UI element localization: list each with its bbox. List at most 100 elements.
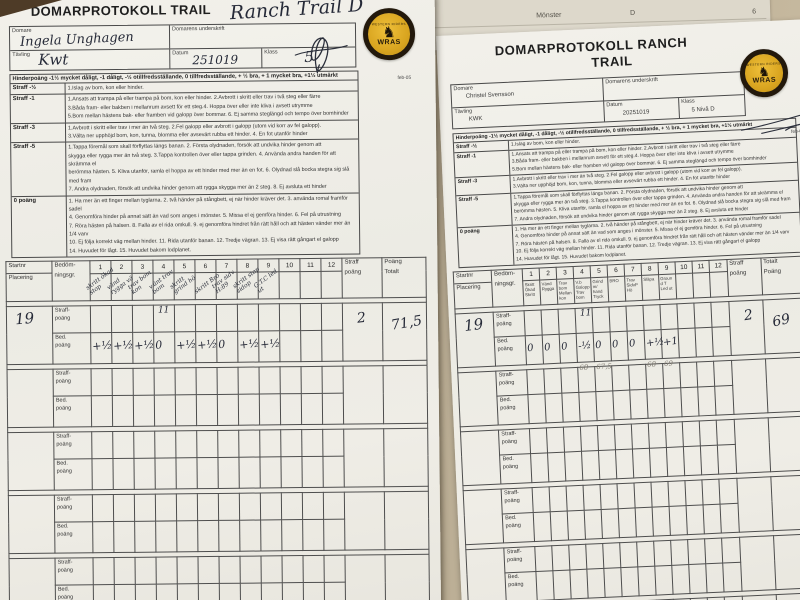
signature-label: Domarens underskrift <box>605 76 658 85</box>
bed-score-cell: 0 <box>525 334 544 365</box>
total-value: 69 <box>770 311 792 331</box>
straff-score-cell <box>322 429 344 457</box>
rule-row-label: Straff -1 <box>10 94 66 123</box>
row-label-line: poäng <box>55 405 72 413</box>
straff-score-cell <box>628 364 647 390</box>
bed-value: 0 <box>628 337 637 350</box>
straff-score-cell <box>626 305 645 332</box>
wras-wordmark: WRAS <box>752 76 777 85</box>
obstacle-number: 11 <box>299 258 322 272</box>
bed-score-cell: 0 67,5 <box>593 331 612 371</box>
bed-score-cell <box>279 330 301 362</box>
obstacle-label: Släpa <box>643 276 655 282</box>
bed-value: 0 <box>594 339 603 352</box>
header-line: Bedöm- <box>54 262 76 269</box>
bed-row-label: Bed. poäng <box>499 453 533 484</box>
straff-score-cell <box>322 366 344 394</box>
rules-rows: Straff -½ 1.Islag av bom, kon eller hinde… <box>453 127 800 268</box>
competition-label: Tävling <box>454 107 473 115</box>
bed-score-cell <box>238 394 260 426</box>
straff-score-cell <box>196 430 218 458</box>
straff-total-value: 2 <box>356 309 367 327</box>
bed-score-cell <box>683 445 702 476</box>
straff-score-cell <box>551 544 571 571</box>
bed-value: 0 <box>611 338 620 351</box>
straff-score-cell <box>580 425 599 452</box>
obstacle-number: 2 <box>539 267 557 280</box>
obstacle-label: Skritt Ökad Skritt <box>524 281 536 298</box>
bed-score-cell <box>620 566 640 597</box>
bed-score-cell <box>302 519 324 551</box>
row-label-line: poäng <box>508 581 524 589</box>
straff-score-cell <box>174 304 196 333</box>
bed-score-cell <box>570 569 589 599</box>
bed-score-cell <box>93 584 115 600</box>
competition-value: KWK <box>468 115 483 123</box>
score-table-container: Startnr Placering Bedöm-ningsgr. 1 2 3 4 5 6 7 8 9 1… <box>5 257 431 600</box>
page-title: DOMARPROTOKOLL RANCH TRAIL <box>494 31 765 76</box>
rules-rows: Straff -½ 1.Islag av bom, kon eller hinde… <box>10 80 360 258</box>
straff-total-cell <box>344 554 386 600</box>
straff-score-cell <box>704 537 724 564</box>
bed-score-cell <box>685 504 705 535</box>
bed-score-cell: +½ <box>174 331 197 364</box>
bed-row-label: Bed. poäng <box>53 458 93 491</box>
row-label-line: poäng <box>57 531 73 539</box>
straff-row-label: Straff-poäng <box>493 310 526 338</box>
rule-row-label: Straff -5 <box>11 142 67 196</box>
straff-score-cell <box>602 542 621 569</box>
obstacle-number: 1 <box>522 267 540 281</box>
obstacle-number: 3 <box>556 266 574 280</box>
bed-score-cell <box>217 457 240 489</box>
bed-score-cell: 0 <box>153 332 175 364</box>
straff-score-cell <box>238 430 260 458</box>
straff-score-cell <box>195 304 217 332</box>
field-row: Domare Christel Svensson Domarens unders… <box>451 72 800 134</box>
straff-poang-header: Straff poäng <box>341 257 383 299</box>
header-line: poäng <box>344 269 362 276</box>
straff-score-cell <box>260 492 282 521</box>
header-line: poäng <box>729 269 747 277</box>
straff-score-cell <box>679 361 698 388</box>
straff-total-cell <box>344 491 385 551</box>
bed-value: +1 <box>662 335 679 349</box>
obstacle-number: 10 <box>674 261 693 274</box>
obstacle-label: BRO <box>609 277 619 284</box>
signature-label: Domarens underskrift <box>171 25 225 33</box>
obstacle-label: Ground T Led ut <box>660 275 673 292</box>
obstacle-number: 8 <box>641 262 659 276</box>
rule-row-label: 0 poäng <box>457 225 515 268</box>
straff-score-cell <box>566 485 585 511</box>
straff-score-cell <box>617 482 636 509</box>
straff-score-cell <box>619 541 638 568</box>
straff-mark: 11 <box>579 308 592 319</box>
straff-score-cell <box>112 368 134 396</box>
field-row: Domare Ingela Unghagen Domarens underskr… <box>9 23 355 74</box>
straff-score-cell <box>719 478 738 504</box>
straff-score-cell <box>634 482 653 508</box>
bed-score-cell <box>632 448 651 478</box>
straff-score-cell <box>676 302 696 329</box>
bed-score-cell <box>550 510 569 541</box>
bed-score-cell: +½ <box>111 332 134 364</box>
bed-value: +½ <box>175 337 197 353</box>
bed-score-cell <box>652 506 671 537</box>
row-label-line: poäng <box>55 378 71 386</box>
total-cell: 69 <box>762 297 800 354</box>
header-line: Poäng <box>384 259 402 266</box>
straff-score-cell <box>543 368 562 394</box>
bed-score-cell <box>547 451 566 482</box>
bed-score-cell <box>530 452 550 483</box>
bed-score-cell <box>280 456 303 488</box>
bed-row-label: Bed. poäng <box>494 335 527 367</box>
bed-value: 0 <box>560 341 569 353</box>
bed-score-cell <box>671 564 690 595</box>
monster-label: Mönster <box>536 11 562 20</box>
total-cell <box>384 554 430 600</box>
date-value: 251019 <box>192 52 239 68</box>
bed-score-cell <box>301 456 324 488</box>
bed-score-cell <box>322 456 345 488</box>
bed-score-cell: 0 <box>559 333 578 364</box>
startnr-header: Startnr <box>8 263 26 270</box>
straff-score-cell <box>154 431 176 459</box>
